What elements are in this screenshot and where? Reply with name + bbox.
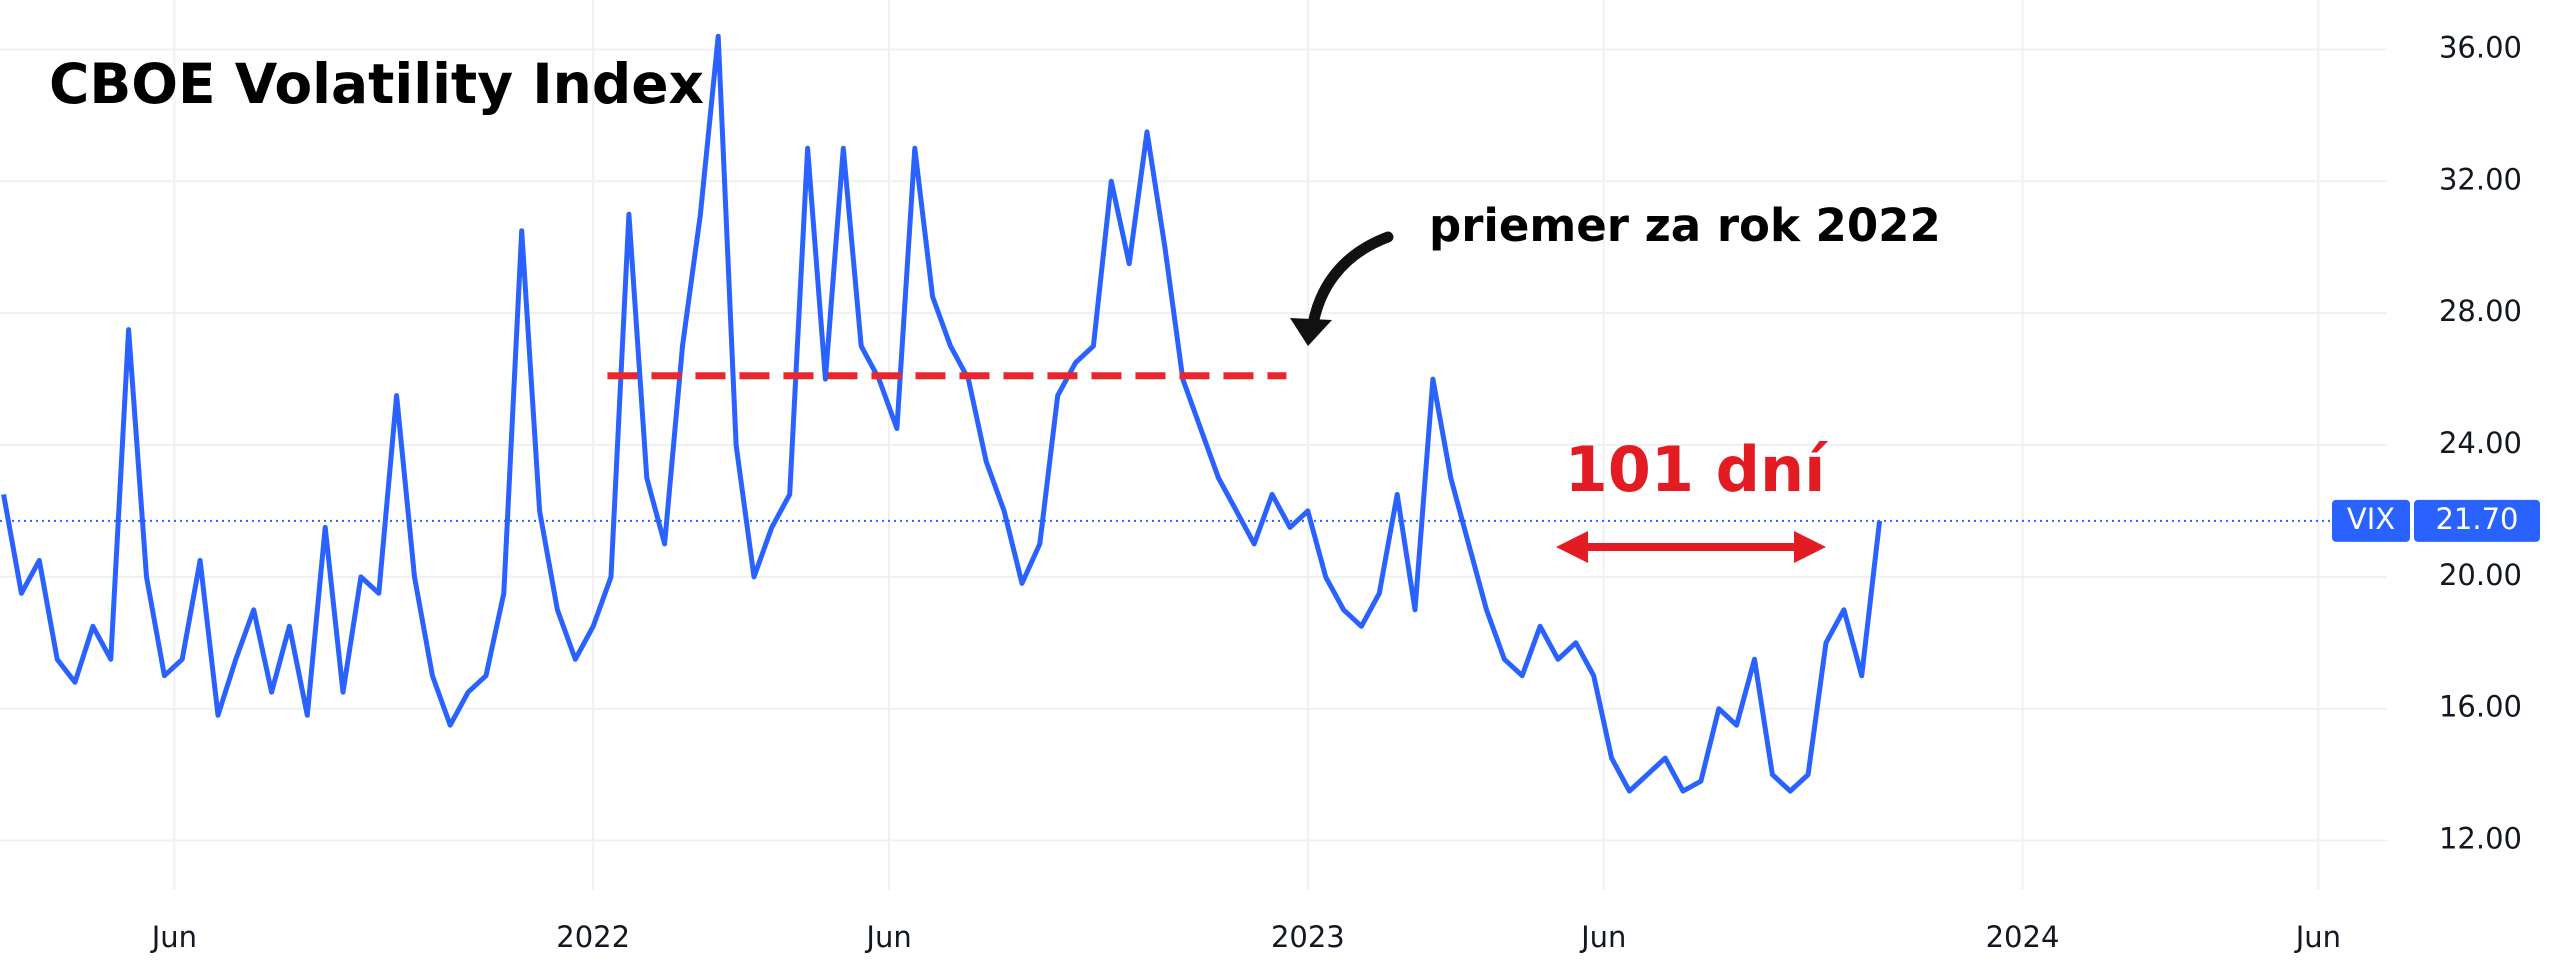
y-tick-label: 16.00	[2439, 690, 2522, 724]
x-tick-label: Jun	[150, 920, 197, 954]
last-value-badge	[2414, 499, 2540, 542]
x-tick-label: Jun	[2294, 920, 2341, 954]
x-tick-label: 2023	[1271, 920, 1345, 954]
y-tick-label: 20.00	[2439, 558, 2522, 592]
grid	[0, 0, 2387, 890]
series-badge	[2332, 499, 2410, 542]
annotation-arrow	[1306, 231, 1394, 336]
plot	[0, 33, 2387, 794]
series-line	[1, 33, 1883, 794]
x-tick-label: Jun	[1579, 920, 1626, 954]
x-tick-label: 2022	[556, 920, 630, 954]
x-tick-label: Jun	[864, 920, 911, 954]
y-tick-label: 28.00	[2439, 294, 2522, 328]
annotation-arrowhead	[1290, 318, 1332, 346]
y-tick-label: 36.00	[2439, 30, 2522, 64]
annotation: priemer za rok 2022	[1429, 199, 1941, 252]
y-tick-label: 12.00	[2439, 822, 2522, 856]
last-value-label: 21.70	[2435, 502, 2518, 536]
annotation: 101 dní	[1565, 433, 1829, 506]
series-name: VIX	[2347, 502, 2395, 536]
x-tick-label: 2024	[1986, 920, 2060, 954]
y-tick-label: 24.00	[2439, 426, 2522, 460]
y-tick-label: 32.00	[2439, 162, 2522, 196]
chart-title: CBOE Volatility Index	[49, 52, 704, 116]
